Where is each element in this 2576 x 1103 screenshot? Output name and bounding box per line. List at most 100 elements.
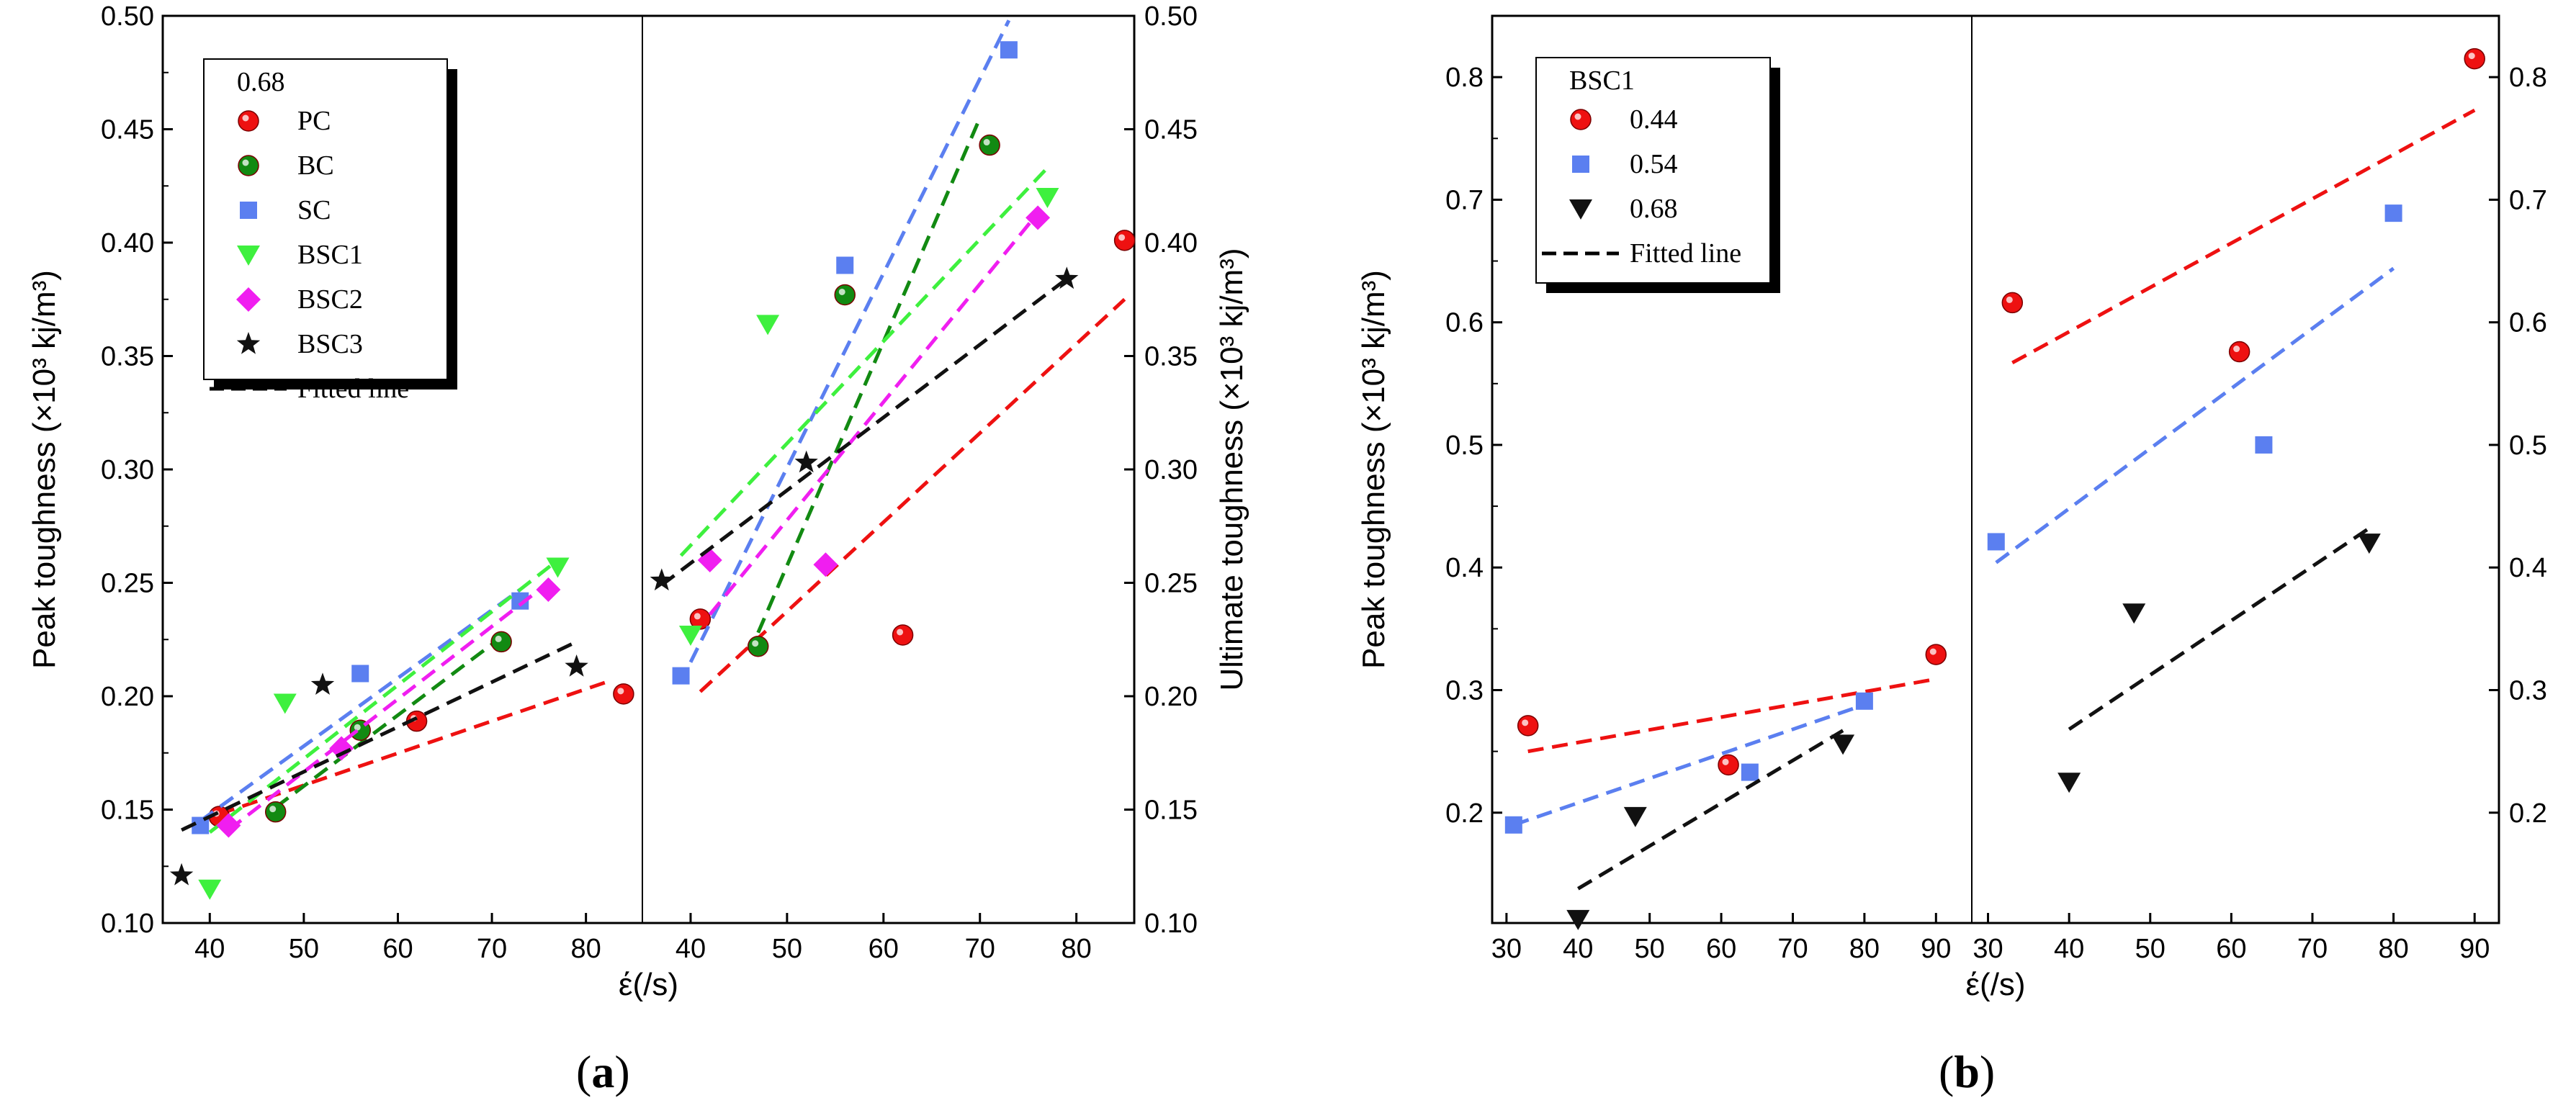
- left-y-tick-label: 0.3: [1445, 675, 1484, 706]
- left-y-tick-label: 0.2: [1445, 798, 1484, 829]
- peak-point: [1517, 715, 1539, 737]
- right-x-tick-label: 40: [2054, 934, 2084, 964]
- right-y-tick-label: 0.50: [1144, 1, 1198, 32]
- peak-point-shine: [1929, 648, 1937, 655]
- left-x-tick-label: 90: [1921, 934, 1951, 964]
- series-BSC2: [216, 205, 1051, 838]
- peak-point: [490, 631, 512, 653]
- ultimate-point: [1055, 266, 1079, 289]
- right-x-tick-label: 80: [2378, 934, 2408, 964]
- peak-fit-line: [181, 640, 578, 832]
- peak-point: [1741, 763, 1759, 781]
- right-y-axis-label: Ultimate toughness (×10³ kj/m³): [1214, 248, 1249, 691]
- peak-point-shine: [1722, 758, 1729, 765]
- left-x-tick-label: 80: [571, 934, 601, 964]
- panel-b: 0.2 0.3 0.4 0.5 0.6 0.7 0.8 0.2 0.3 0.4 0.5 0.6 0.7 0…: [1356, 14, 2547, 1097]
- ultimate-point: [2122, 603, 2146, 624]
- ultimate-point: [794, 450, 818, 473]
- ultimate-point: [2464, 48, 2485, 70]
- panel-label-letter: b: [1954, 1046, 1980, 1097]
- ultimate-point: [1000, 41, 1018, 59]
- peak-point-shine: [354, 724, 361, 731]
- left-y-tick-label: 0.20: [101, 682, 154, 712]
- right-x-tick-label: 40: [676, 934, 706, 964]
- ultimate-point-shine: [897, 629, 904, 636]
- peak-point: [1718, 754, 1739, 776]
- ultimate-point: [813, 552, 838, 577]
- legend-marker: [236, 332, 261, 354]
- ultimate-point: [1026, 205, 1051, 230]
- panel-label-open: (: [576, 1046, 591, 1097]
- ultimate-point-shine: [752, 640, 759, 647]
- legend-marker: [237, 246, 260, 266]
- right-y-tick-label: 0.3: [2509, 675, 2547, 706]
- left-y-axis-label: Peak toughness (×10³ kj/m³): [27, 270, 62, 669]
- peak-point: [536, 577, 561, 602]
- right-y-tick-label: 0.5: [2509, 431, 2547, 461]
- peak-fit-line: [1527, 677, 1937, 754]
- left-y-tick-label: 0.6: [1445, 308, 1484, 338]
- peak-point: [613, 683, 634, 705]
- right-y-tick-label: 0.15: [1144, 796, 1198, 826]
- ultimate-point: [892, 624, 914, 646]
- peak-fit-line: [218, 680, 606, 816]
- peak-point: [1925, 644, 1947, 665]
- ultimate-point: [836, 256, 854, 274]
- right-y-tick-label: 0.4: [2509, 553, 2547, 583]
- left-x-tick-label: 60: [382, 934, 413, 964]
- left-x-tick-label: 50: [289, 934, 319, 964]
- legend-label: BSC1: [297, 240, 363, 270]
- peak-fit-line: [199, 587, 521, 823]
- series-054: [1504, 204, 2402, 834]
- peak-point: [169, 863, 194, 886]
- series-SC: [192, 19, 1018, 834]
- left-x-tick-label: 40: [194, 934, 225, 964]
- right-y-tick-label: 0.25: [1144, 569, 1198, 599]
- left-x-tick-label: 50: [1635, 934, 1665, 964]
- right-y-tick-label: 0.2: [2509, 798, 2547, 829]
- x-axis-label: έ(/s): [1965, 967, 2025, 1002]
- series-BSC3: [169, 266, 1079, 886]
- ultimate-point: [672, 667, 690, 685]
- peak-point: [351, 665, 369, 683]
- left-x-tick-label: 60: [1706, 934, 1736, 964]
- legend-label: BC: [297, 150, 334, 181]
- left-y-tick-label: 0.30: [101, 455, 154, 485]
- legend: BSC1 0.44 0.54 0.68 Fitted line: [1535, 57, 1780, 293]
- left-x-tick-label: 80: [1849, 934, 1880, 964]
- left-y-tick-label: 0.50: [101, 1, 154, 32]
- ultimate-point: [2057, 773, 2081, 793]
- panel-a: 0.10 0.15 0.20 0.25 0.30 0.35 0.40 0.45 0.50 0.10…: [27, 1, 1249, 1097]
- x-axis-label: έ(/s): [619, 967, 678, 1002]
- ultimate-point-shine: [983, 139, 990, 146]
- ultimate-point: [2228, 341, 2250, 363]
- ultimate-point: [979, 134, 1000, 156]
- series-BSC1: [198, 166, 1059, 900]
- series-BC: [264, 117, 1000, 823]
- peak-point-shine: [495, 635, 502, 642]
- right-y-tick-label: 0.20: [1144, 682, 1198, 712]
- right-y-tick-label: 0.7: [2509, 185, 2547, 215]
- legend-label: SC: [297, 195, 331, 225]
- panel-label: (b): [1939, 1046, 1995, 1097]
- legend-marker: [238, 110, 259, 132]
- right-y-tick-label: 0.45: [1144, 115, 1198, 145]
- left-y-tick-label: 0.7: [1445, 185, 1484, 215]
- ultimate-point-shine: [2006, 296, 2013, 303]
- series-068: [1566, 526, 2381, 930]
- ultimate-fit-line: [2011, 108, 2476, 365]
- left-y-tick-label: 0.45: [101, 115, 154, 145]
- plot-frame: [1491, 14, 2500, 924]
- right-x-tick-label: 60: [869, 934, 899, 964]
- peak-point: [310, 672, 335, 695]
- peak-point: [329, 736, 354, 761]
- ultimate-point: [2001, 292, 2024, 314]
- ultimate-point: [747, 635, 769, 657]
- panel-label: (a): [576, 1046, 630, 1097]
- peak-fit-line: [274, 636, 503, 809]
- peak-point: [546, 557, 570, 578]
- legend-label: 0.44: [1630, 104, 1678, 135]
- panel-label-close: ): [614, 1046, 629, 1097]
- peak-point: [1504, 816, 1522, 834]
